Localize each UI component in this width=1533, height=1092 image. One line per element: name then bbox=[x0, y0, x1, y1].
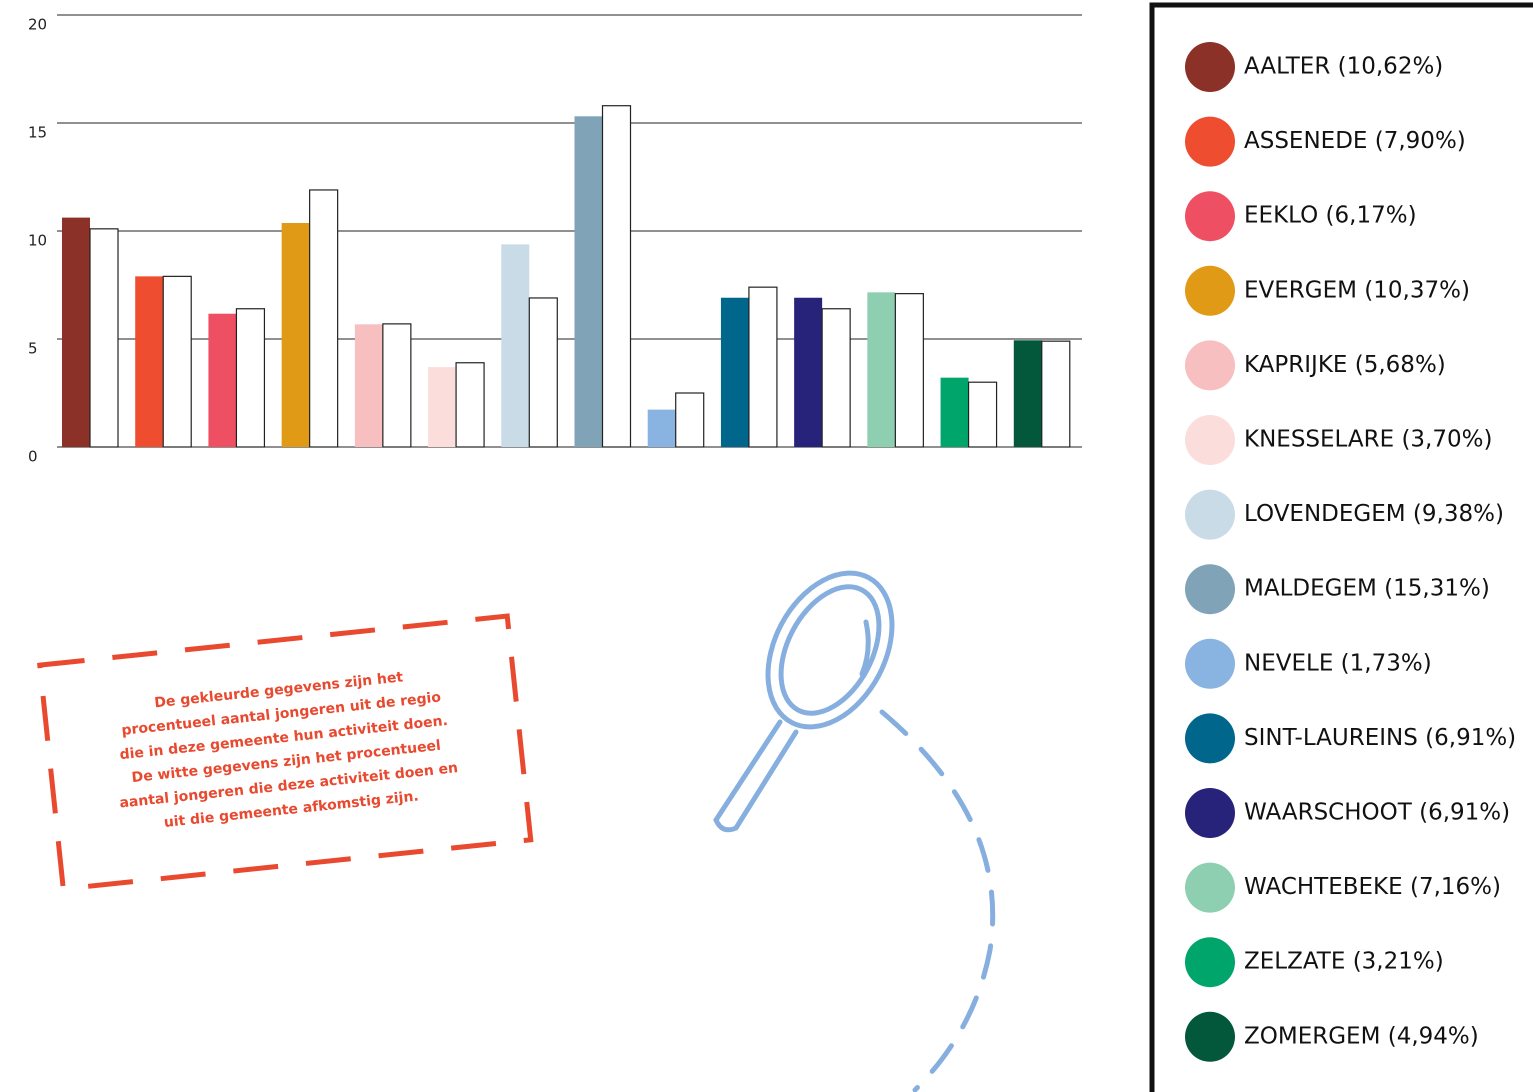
legend-marker bbox=[1185, 42, 1235, 92]
bar bbox=[135, 276, 164, 447]
legend-marker bbox=[1185, 265, 1235, 316]
legend-label: AALTER (10,62%) bbox=[1244, 54, 1443, 80]
bar bbox=[281, 223, 310, 447]
y-tick-label: 15 bbox=[28, 124, 47, 142]
bar bbox=[675, 392, 705, 448]
legend-marker bbox=[1185, 564, 1235, 615]
bar bbox=[62, 217, 90, 447]
bar bbox=[309, 189, 339, 448]
bar bbox=[354, 324, 383, 447]
legend-label: KAPRIJKE (5,68%) bbox=[1244, 352, 1446, 378]
legend-label: KNESSELARE (3,70%) bbox=[1244, 427, 1492, 453]
legend-label: EVERGEM (10,37%) bbox=[1244, 277, 1470, 303]
legend-marker bbox=[1185, 937, 1235, 988]
magnifier-icon bbox=[713, 570, 996, 1092]
bar bbox=[1041, 340, 1071, 448]
legend-marker bbox=[1185, 489, 1235, 540]
bar bbox=[235, 308, 266, 448]
legend-marker bbox=[1185, 116, 1235, 167]
legend-label: ZOMERGEM (4,94%) bbox=[1244, 1023, 1479, 1049]
bar bbox=[748, 286, 778, 448]
y-tick-label: 0 bbox=[28, 448, 38, 466]
legend-marker bbox=[1185, 340, 1235, 391]
legend-marker bbox=[1185, 191, 1235, 242]
bar bbox=[208, 313, 237, 447]
bar bbox=[647, 409, 676, 447]
bar bbox=[501, 244, 530, 447]
bar bbox=[455, 362, 485, 448]
bar bbox=[1013, 340, 1042, 447]
legend-marker bbox=[1185, 788, 1235, 838]
bar bbox=[821, 308, 851, 448]
y-tick-label: 20 bbox=[28, 16, 47, 34]
annotation-box bbox=[37, 613, 534, 892]
bar bbox=[89, 228, 119, 448]
bar bbox=[382, 323, 412, 448]
legend-label: SINT-LAUREINS (6,91%) bbox=[1244, 725, 1516, 751]
legend-label: MALDEGEM (15,31%) bbox=[1244, 576, 1490, 602]
bar bbox=[894, 293, 924, 448]
bar bbox=[940, 377, 969, 447]
bar bbox=[867, 292, 896, 447]
bar bbox=[162, 275, 192, 448]
bar bbox=[428, 367, 457, 447]
y-tick-label: 5 bbox=[28, 340, 38, 358]
bar bbox=[967, 381, 998, 448]
legend-label: EEKLO (6,17%) bbox=[1244, 203, 1417, 229]
legend-marker bbox=[1185, 415, 1235, 465]
legend-marker bbox=[1185, 862, 1235, 913]
legend-marker bbox=[1185, 713, 1235, 764]
legend-marker bbox=[1185, 638, 1235, 689]
legend-label: NEVELE (1,73%) bbox=[1244, 650, 1432, 676]
legend-label: WAARSCHOOT (6,91%) bbox=[1244, 800, 1510, 826]
legend-label: ASSENEDE (7,90%) bbox=[1244, 128, 1466, 154]
bar bbox=[574, 116, 603, 447]
bar bbox=[794, 297, 823, 447]
bar bbox=[601, 105, 632, 448]
annotation: De gekleurde gegevens zijn hetprocentuee… bbox=[37, 613, 534, 892]
legend-marker bbox=[1185, 1011, 1235, 1062]
bar bbox=[720, 297, 749, 447]
bar bbox=[528, 297, 558, 448]
y-tick-label: 10 bbox=[28, 232, 47, 250]
legend-label: ZELZATE (3,21%) bbox=[1244, 949, 1444, 975]
legend-box bbox=[1149, 2, 1533, 1092]
legend-label: WACHTEBEKE (7,16%) bbox=[1244, 874, 1501, 900]
legend-label: LOVENDEGEM (9,38%) bbox=[1244, 501, 1504, 527]
